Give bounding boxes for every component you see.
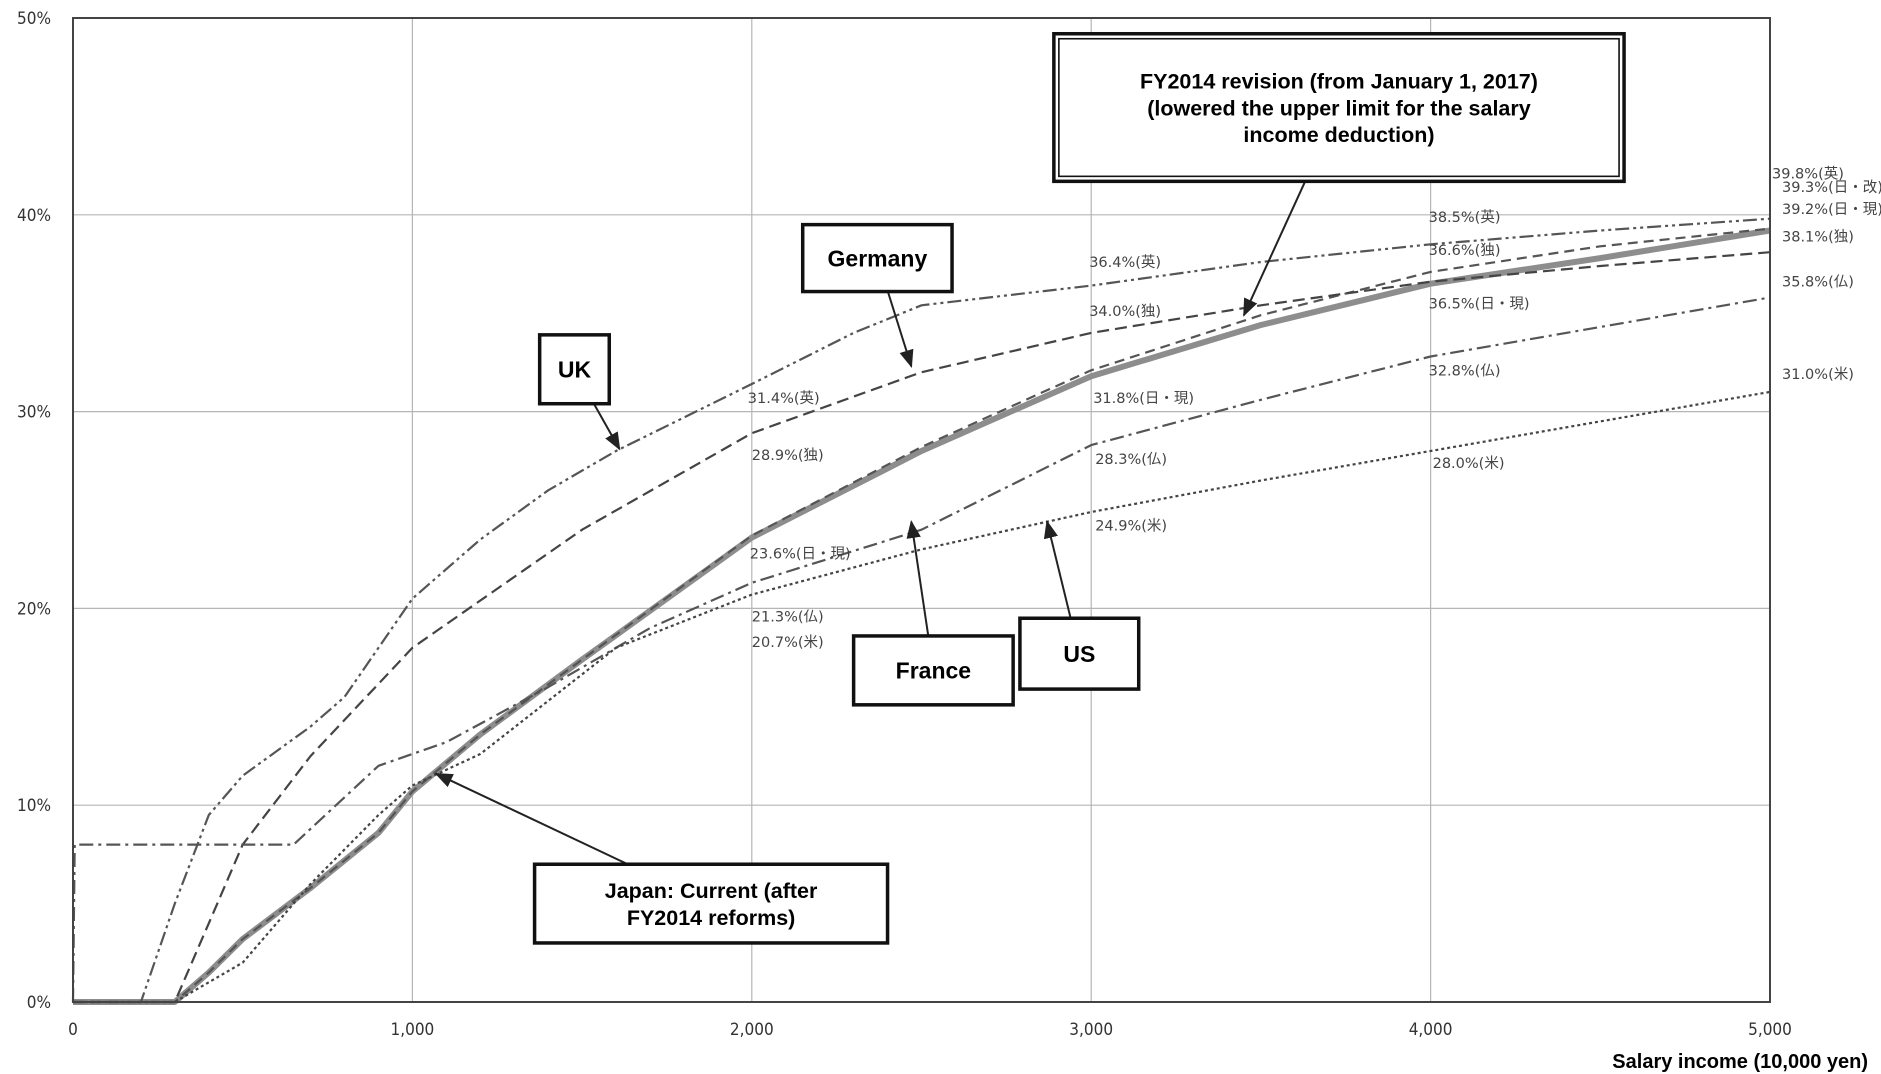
series-line-france xyxy=(71,296,1771,1003)
axes: 0 1,000 2,000 3,000 4,000 5,000 0% 10% 20% 30% 40%… xyxy=(17,9,1792,1040)
annotation-label-germany: Germany xyxy=(828,245,928,271)
annotation-label-revision: (lowered the upper limit for the salary xyxy=(1147,96,1531,120)
data-label: 39.8%(英) xyxy=(1772,164,1844,182)
data-label: 39.2%(日・現) xyxy=(1782,202,1881,218)
annotation-box-inner-revision xyxy=(1058,37,1620,178)
y-tick-label: 10% xyxy=(17,796,51,816)
annotation-label-us: US xyxy=(1063,641,1095,667)
series-line-uk xyxy=(73,217,1771,1004)
x-tick-label: 5,000 xyxy=(1748,1020,1792,1040)
x-axis-title: Salary income (10,000 yen) xyxy=(1612,1051,1868,1073)
data-label: 38.5%(英) xyxy=(1429,208,1501,226)
annotation-boxes: UK Germany France US Japan: Current (after FY… xyxy=(532,31,1626,945)
annotation-arrow-germany xyxy=(886,291,914,369)
annotation-arrow-uk xyxy=(593,403,621,451)
x-tick-label: 0 xyxy=(68,1020,78,1040)
annotation-label-japan: FY2014 reforms) xyxy=(627,906,796,930)
y-tick-label: 40% xyxy=(17,206,51,226)
data-label: 31.4%(英) xyxy=(748,389,820,407)
data-label: 28.9%(独) xyxy=(752,447,824,464)
data-label: 36.6%(独) xyxy=(1429,242,1501,259)
annotation-label-revision: income deduction) xyxy=(1243,123,1434,147)
annotation-label-uk: UK xyxy=(558,357,592,383)
data-label: 32.8%(仏) xyxy=(1429,363,1501,379)
annotation-arrow-revision xyxy=(1243,180,1307,317)
data-label: 39.3%(日・改) xyxy=(1782,179,1881,196)
annotation-box-germany xyxy=(800,222,954,294)
y-tick-label: 50% xyxy=(17,9,51,29)
data-label: 28.3%(仏) xyxy=(1095,452,1167,468)
data-label: 36.4%(英) xyxy=(1089,253,1161,271)
data-labels: 39.8%(英)39.3%(日・改) 39.2%(日・現) 38.1%(独) 35.8… xyxy=(748,164,1881,650)
annotation-box-japan xyxy=(532,862,890,945)
annotation-arrows xyxy=(434,180,1307,866)
y-tick-label: 0% xyxy=(27,993,51,1013)
data-label: 35.8%(仏) xyxy=(1782,275,1854,291)
x-tick-label: 4,000 xyxy=(1409,1020,1453,1040)
data-label: 28.0%(米) xyxy=(1433,455,1505,472)
data-label: 31.8%(日・現) xyxy=(1093,391,1194,407)
annotation-box-us xyxy=(1018,616,1141,691)
x-tick-label: 3,000 xyxy=(1069,1020,1113,1040)
data-label: 31.0%(米) xyxy=(1782,366,1854,383)
x-tick-label: 1,000 xyxy=(391,1020,435,1040)
annotation-box-uk xyxy=(537,333,612,406)
series-line-germany xyxy=(73,251,1771,1004)
y-tick-label: 20% xyxy=(17,599,51,619)
annotation-label-france: France xyxy=(896,658,971,684)
data-label: 23.6%(日・現) xyxy=(750,546,851,562)
series-line-us xyxy=(73,390,1771,1004)
data-label: 38.1%(独) xyxy=(1782,228,1854,245)
annotation-box-revision xyxy=(1052,31,1626,184)
data-label: 21.3%(仏) xyxy=(752,609,824,625)
annotation-label-revision: FY2014 revision (from January 1, 2017) xyxy=(1140,69,1538,93)
annotation-box-france xyxy=(851,634,1015,707)
x-tick-label: 2,000 xyxy=(730,1020,774,1040)
annotation-label-japan: Japan: Current (after xyxy=(605,879,818,903)
annotation-arrow-us xyxy=(1043,520,1072,619)
plot-frame xyxy=(72,17,1771,1003)
data-label: 24.9%(米) xyxy=(1095,518,1167,535)
annotation-arrow-japan xyxy=(434,772,629,866)
series-lines xyxy=(71,217,1771,1005)
series-line-japan_revised xyxy=(73,227,1771,1004)
data-label: 34.0%(独) xyxy=(1089,303,1161,320)
data-label: 20.7%(米) xyxy=(752,634,824,651)
annotation-arrow-france xyxy=(906,520,930,637)
y-tick-label: 30% xyxy=(17,403,51,423)
data-label: 36.5%(日・現) xyxy=(1429,296,1530,312)
